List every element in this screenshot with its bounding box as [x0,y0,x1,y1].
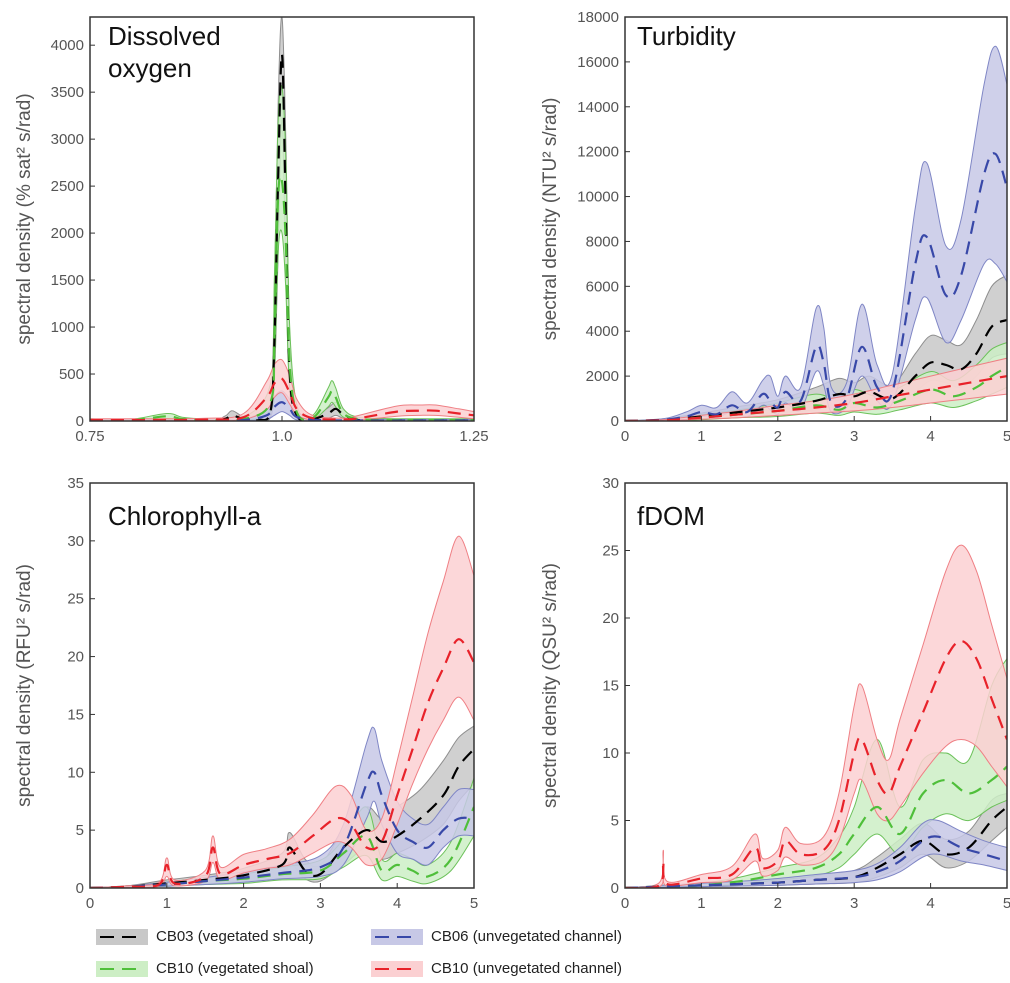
x-tick-label: 1 [697,895,705,912]
y-tick-label: 14000 [577,99,619,116]
y-tick-label: 35 [67,475,84,492]
x-tick-label: 2 [239,895,247,912]
y-tick-label: 5 [611,813,619,830]
x-tick-label: 2 [774,895,782,912]
mean-line-CB03_vegetated [625,806,1007,888]
y-tick-label: 0 [611,413,619,430]
panel-2: 0 5 10 15 20 25 30 35 0 1 2 3 4 5 spectral density (RF… [14,475,478,912]
legend-item-cb10-unvegetated: CB10 (unvegetated channel) [371,960,622,977]
panel-title: Turbidity [637,21,736,51]
x-tick-label: 5 [1003,895,1010,912]
y-tick-label: 8000 [586,233,619,250]
y-tick-label: 6000 [586,278,619,295]
x-tick-label: 0 [86,895,94,912]
legend-label-cb03: CB03 (vegetated shoal) [156,928,314,945]
panel-title: Dissolved [108,21,221,51]
x-tick-label: 1 [697,428,705,445]
legend-label-cb10-unveg: CB10 (unvegetated channel) [431,960,622,977]
mean-line-CB10_unvegetated [625,639,1007,888]
y-axis-label: spectral density (RFU² s/rad) [14,564,35,807]
plot-series [625,45,1007,421]
y-tick-label: 2000 [51,225,84,242]
legend-label-cb10-veg: CB10 (vegetated shoal) [156,960,314,977]
x-tick-label: 4 [926,428,934,445]
plot-series [625,544,1007,888]
y-tick-label: 1500 [51,272,84,289]
mean-line-CB03_vegetated [90,53,474,421]
x-tick-label: 4 [393,895,401,912]
y-tick-label: 5 [76,822,84,839]
legend-item-cb06-unvegetated: CB06 (unvegetated channel) [371,928,622,945]
panel-0: 0 500 1000 1500 2000 2500 3000 3500 4000 0.75 1.0 1… [14,16,489,445]
mean-line-CB06_unvegetated [625,835,1007,888]
y-tick-label: 0 [76,880,84,897]
x-tick-label: 5 [1003,428,1010,445]
panel-title: Chlorophyll-a [108,501,262,531]
x-tick-label: 0 [621,428,629,445]
y-axis-label: spectral density (NTU² s/rad) [540,98,561,341]
y-tick-label: 0 [611,880,619,897]
y-tick-label: 3500 [51,84,84,101]
y-tick-label: 18000 [577,9,619,26]
panel-3: 0 5 10 15 20 25 30 0 1 2 3 4 5 spectral density (QSU²… [540,475,1010,912]
y-tick-label: 20 [67,649,84,666]
y-tick-label: 15 [602,678,619,695]
y-tick-label: 15 [67,706,84,723]
y-tick-label: 25 [602,543,619,560]
x-tick-label: 2 [774,428,782,445]
band-CB06_unvegetated [625,819,1007,888]
legend-swatch-cb03 [96,928,148,945]
mean-line-CB03_vegetated [625,318,1007,421]
x-tick-label: 4 [926,895,934,912]
y-tick-label: 10 [67,764,84,781]
y-tick-label: 4000 [586,323,619,340]
x-tick-label: 0 [621,895,629,912]
plot-frame [624,16,1008,422]
x-tick-label: 1.0 [272,428,293,445]
mean-line-CB06_unvegetated [90,401,474,421]
legend-swatch-cb06 [371,928,423,945]
y-tick-label: 2000 [586,368,619,385]
x-tick-label: 3 [316,895,324,912]
legend-item-cb03-vegetated: CB03 (vegetated shoal) [96,928,314,945]
mean-line-CB06_unvegetated [90,770,474,888]
panel-title: oxygen [108,53,192,83]
legend-item-cb10-vegetated: CB10 (vegetated shoal) [96,960,314,977]
y-tick-label: 25 [67,591,84,608]
mean-line-CB03_vegetated [90,748,474,888]
y-tick-label: 4000 [51,37,84,54]
mean-line-CB06_unvegetated [625,152,1007,421]
x-tick-label: 5 [470,895,478,912]
band-CB10_unvegetated [90,358,474,421]
legend: CB03 (vegetated shoal) CB06 (unvegetated… [96,926,736,982]
y-tick-label: 2500 [51,178,84,195]
x-tick-label: 0.75 [75,428,104,445]
y-axis-label: spectral density (QSU² s/rad) [540,563,561,808]
y-tick-label: 30 [67,533,84,550]
legend-swatch-cb10-unveg [371,960,423,977]
y-tick-label: 0 [76,413,84,430]
panel-1: 0 2000 4000 6000 8000 10000 12000 14000 16000 180… [540,9,1010,445]
x-tick-label: 3 [850,428,858,445]
y-tick-label: 16000 [577,54,619,71]
y-tick-label: 12000 [577,144,619,161]
legend-label-cb06: CB06 (unvegetated channel) [431,928,622,945]
panel-title: fDOM [637,501,705,531]
x-tick-label: 3 [850,895,858,912]
y-tick-label: 30 [602,475,619,492]
y-tick-label: 3000 [51,131,84,148]
mean-line-CB10_unvegetated [625,375,1007,421]
x-tick-label: 1 [163,895,171,912]
y-tick-label: 20 [602,610,619,627]
y-tick-label: 500 [59,366,84,383]
legend-swatch-cb10-veg [96,960,148,977]
y-tick-label: 10000 [577,189,619,206]
plot-series [90,17,474,421]
plot-frame [89,482,475,889]
y-tick-label: 1000 [51,319,84,336]
x-tick-label: 1.25 [459,428,488,445]
y-axis-label: spectral density (% sat² s/rad) [14,93,35,344]
y-tick-label: 10 [602,745,619,762]
